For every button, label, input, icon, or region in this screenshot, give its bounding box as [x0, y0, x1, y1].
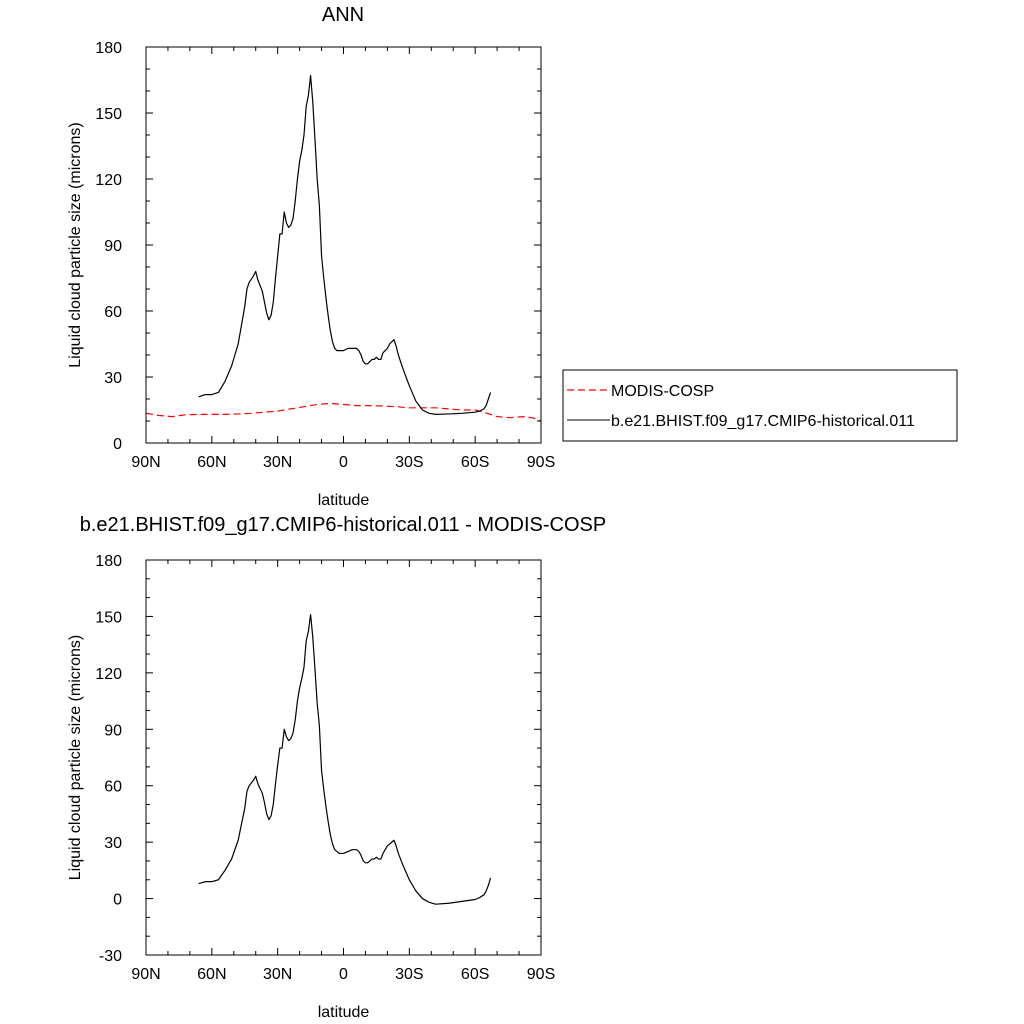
y-tick-label: 60: [104, 779, 122, 796]
x-tick-label: 0: [339, 966, 348, 983]
y-tick-label: 180: [95, 40, 122, 57]
legend-label-model: b.e21.BHIST.f09_g17.CMIP6-historical.011: [611, 413, 915, 430]
x-tick-label: 30S: [395, 454, 423, 471]
legend-box: [562, 369, 958, 442]
x-tick-label: 90S: [527, 966, 555, 983]
y-tick-label: 180: [95, 553, 122, 570]
y-axis-title: Liquid cloud particle size (microns): [67, 635, 84, 880]
y-tick-label: 90: [104, 722, 122, 739]
plot-marks: [145, 75, 542, 422]
y-axis-title: Liquid cloud particle size (microns): [67, 122, 84, 367]
x-tick-label: 30N: [263, 454, 292, 471]
y-tick-label: 60: [104, 304, 122, 321]
x-tick-label: 60S: [461, 454, 489, 471]
panel-title: b.e21.BHIST.f09_g17.CMIP6-historical.011…: [80, 514, 607, 536]
x-axis-title: latitude: [318, 1004, 370, 1021]
x-tick-label: 60N: [197, 966, 226, 983]
x-tick-label: 60N: [197, 454, 226, 471]
plot-frame: [145, 46, 542, 444]
plot-frame: [145, 559, 542, 956]
x-tick-label: 90S: [527, 454, 555, 471]
x-tick-label: 30N: [263, 966, 292, 983]
legend: MODIS-COSP b.e21.BHIST.f09_g17.CMIP6-his…: [562, 369, 958, 442]
plot-marks: [198, 613, 492, 905]
y-tick-label: 120: [95, 666, 122, 683]
x-tick-label: 90N: [131, 454, 160, 471]
x-tick-label: 30S: [395, 966, 423, 983]
y-tick-label: 30: [104, 370, 122, 387]
panel-difference: b.e21.BHIST.f09_g17.CMIP6-historical.011…: [67, 514, 606, 1021]
panel-annual-mean: ANN 90N 60N 30N 0 30S 60S 90S0306090120150180 …: [67, 4, 555, 509]
panel-title: ANN: [322, 4, 364, 26]
y-tick-label: 0: [113, 892, 122, 909]
x-tick-label: 0: [339, 454, 348, 471]
series-line-1: [145, 402, 542, 422]
y-tick-label: -30: [99, 948, 122, 965]
x-tick-label: 90N: [131, 966, 160, 983]
axis-ticks: 90N 60N 30N 0 30S 60S 90S 0 30 60 90 120 150 180: [95, 40, 555, 471]
y-tick-label: 150: [95, 609, 122, 626]
series-line-2: [198, 75, 492, 415]
y-tick-label: 0: [113, 436, 122, 453]
axis-ticks: 90N 60N 30N 0 30S 60S 90S -30 0 30 60 90 120 150 180: [95, 553, 555, 983]
series-line-1: [198, 613, 492, 905]
x-axis-title: latitude: [318, 492, 370, 509]
y-tick-label: 150: [95, 106, 122, 123]
legend-label-modis-cosp: MODIS-COSP: [611, 383, 714, 400]
y-tick-label: 120: [95, 172, 122, 189]
y-tick-label: 30: [104, 835, 122, 852]
y-tick-label: 90: [104, 238, 122, 255]
x-tick-label: 60S: [461, 966, 489, 983]
